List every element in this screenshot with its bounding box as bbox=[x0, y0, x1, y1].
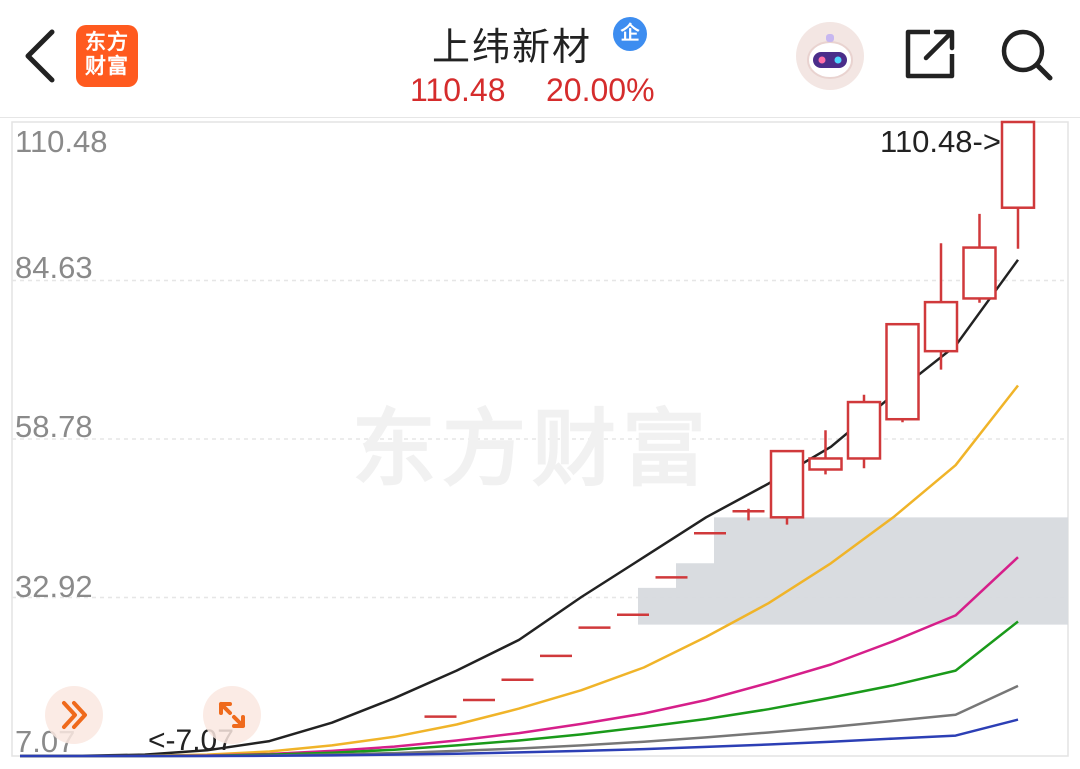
candle-body bbox=[769, 449, 805, 519]
candle bbox=[732, 508, 765, 521]
candle bbox=[962, 213, 997, 303]
y-axis-label: 32.92 bbox=[15, 569, 93, 604]
candle-body bbox=[1000, 120, 1036, 209]
search-button[interactable] bbox=[996, 24, 1056, 84]
chip-distribution-band bbox=[638, 517, 1068, 625]
y-axis-label: 58.78 bbox=[15, 409, 93, 444]
max-price-marker: 110.48-> bbox=[880, 124, 1001, 159]
chevron-left-icon bbox=[25, 29, 55, 83]
double-chevron-right-icon bbox=[62, 701, 87, 729]
enterprise-badge-icon: 企 bbox=[613, 17, 647, 51]
back-button[interactable] bbox=[18, 24, 64, 88]
candle-body bbox=[885, 322, 920, 421]
change-percent: 20.00% bbox=[546, 72, 655, 108]
candle-body bbox=[846, 400, 882, 460]
candle bbox=[846, 394, 882, 469]
candle bbox=[1000, 120, 1036, 249]
ma5-line bbox=[19, 259, 1020, 758]
expand-arrows-icon bbox=[219, 702, 245, 728]
top-nav-bar: 东方 财富 上纬新材 企 110.48 20.00% bbox=[0, 0, 1080, 118]
y-axis-label-max: 110.48 bbox=[15, 124, 108, 159]
share-icon bbox=[905, 29, 955, 79]
collapse-panel-button[interactable] bbox=[45, 686, 103, 744]
robot-assistant-button[interactable] bbox=[796, 22, 864, 90]
candle bbox=[769, 449, 805, 525]
fullscreen-button[interactable] bbox=[203, 686, 261, 744]
candle-body bbox=[923, 300, 959, 353]
candle bbox=[923, 243, 959, 370]
search-icon bbox=[1001, 29, 1053, 81]
app-logo: 东方 财富 bbox=[76, 25, 138, 87]
candle-body bbox=[962, 246, 997, 300]
share-button[interactable] bbox=[900, 24, 960, 84]
current-price: 110.48 bbox=[410, 72, 506, 108]
candle-body bbox=[808, 457, 843, 471]
ma120-line bbox=[20, 718, 1019, 758]
y-axis-label: 84.63 bbox=[15, 250, 93, 285]
robot-avatar-icon bbox=[807, 34, 853, 79]
stock-name: 上纬新材 bbox=[432, 27, 593, 69]
candle bbox=[808, 430, 843, 475]
candle bbox=[885, 322, 920, 423]
